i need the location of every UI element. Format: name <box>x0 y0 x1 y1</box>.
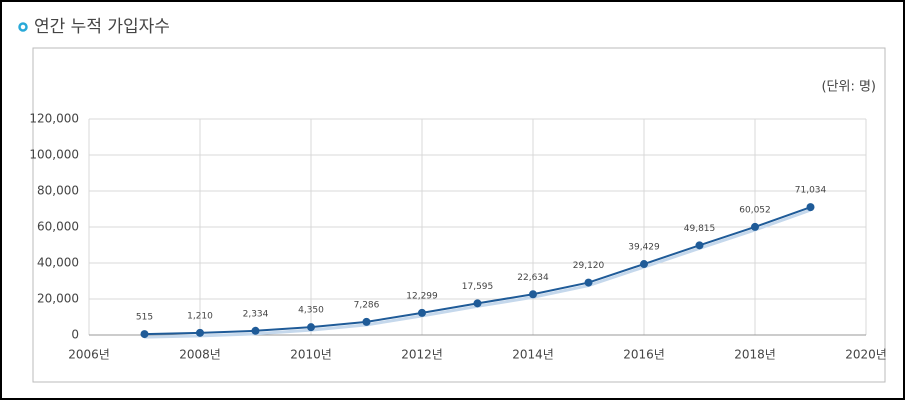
y-tick-label: 100,000 <box>29 148 79 162</box>
x-tick-label: 2018년 <box>734 348 776 362</box>
x-tick-label: 2006년 <box>68 348 110 362</box>
point <box>362 317 371 326</box>
y-tick-label: 80,000 <box>37 184 79 198</box>
x-tick-label: 2020년 <box>845 348 887 362</box>
data-label: 2,334 <box>243 309 269 319</box>
y-tick-label: 40,000 <box>37 256 79 270</box>
data-label: 7,286 <box>354 300 380 310</box>
data-label: 12,299 <box>406 291 438 301</box>
point <box>640 260 648 269</box>
y-tick-label: 60,000 <box>37 220 79 234</box>
point <box>251 326 260 335</box>
point <box>806 203 815 212</box>
point <box>307 323 315 332</box>
point <box>473 299 482 308</box>
x-tick-label: 2014년 <box>512 348 554 362</box>
data-label: 515 <box>136 313 153 323</box>
point <box>196 328 204 337</box>
data-label: 4,350 <box>298 306 324 316</box>
data-label: 60,052 <box>739 205 771 215</box>
data-label: 39,429 <box>628 243 660 253</box>
x-tick-label: 2016년 <box>623 348 665 362</box>
data-label: 29,120 <box>573 261 605 271</box>
unit-label: (단위: 명) <box>821 80 876 95</box>
point <box>695 241 704 250</box>
title-icon <box>18 22 28 32</box>
point <box>529 290 537 299</box>
point <box>140 330 149 339</box>
y-tick-label: 120,000 <box>29 112 79 126</box>
point <box>751 222 759 231</box>
x-tick-label: 2008년 <box>179 348 221 362</box>
y-tick-label: 0 <box>71 328 79 342</box>
data-label: 1,210 <box>187 311 213 321</box>
x-tick-label: 2010년 <box>290 348 332 362</box>
point <box>418 308 426 317</box>
data-label: 49,815 <box>684 224 716 234</box>
chart-box <box>32 47 886 383</box>
chart-title: 연간 누적 가입자수 <box>34 17 170 37</box>
data-label: 71,034 <box>795 186 827 196</box>
x-tick-label: 2012년 <box>401 348 443 362</box>
point <box>584 278 593 287</box>
y-tick-label: 20,000 <box>37 292 79 306</box>
data-label: 17,595 <box>462 282 494 292</box>
data-label: 22,634 <box>517 273 549 283</box>
